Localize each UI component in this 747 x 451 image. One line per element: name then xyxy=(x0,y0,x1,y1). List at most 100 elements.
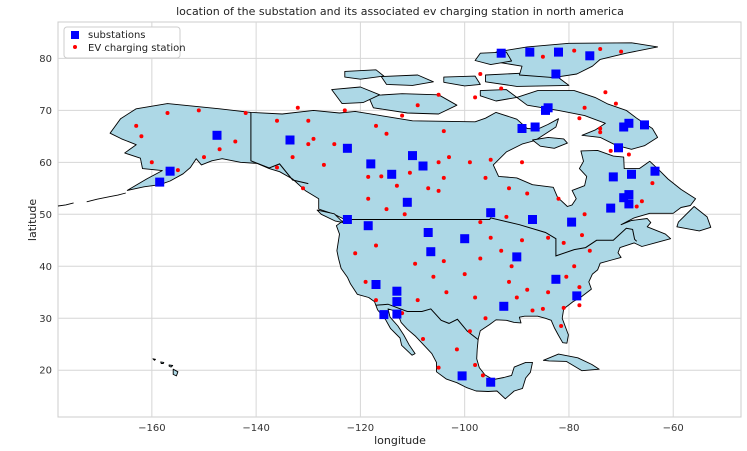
legend-ev-marker xyxy=(73,45,77,49)
y-tick-label: 50 xyxy=(39,210,52,221)
x-tick-label: −60 xyxy=(663,423,684,434)
substation-point xyxy=(551,69,561,79)
ev-charging-station-point xyxy=(306,142,311,147)
ev-charging-station-point xyxy=(525,287,530,292)
ev-charging-station-point xyxy=(561,305,566,310)
substation-point xyxy=(528,215,537,224)
x-axis-label: longitude xyxy=(374,434,426,447)
ev-charging-station-point xyxy=(577,285,582,290)
ev-charging-station-point xyxy=(488,157,493,162)
vancouver-island xyxy=(316,209,344,224)
ev-charging-station-point xyxy=(436,365,441,370)
ev-charging-station-point xyxy=(415,298,420,303)
ev-charging-station-point xyxy=(243,111,248,115)
ev-charging-station-point xyxy=(394,183,399,188)
ev-charging-station-point xyxy=(473,295,478,300)
x-tick-label: −100 xyxy=(451,423,478,434)
substation-point xyxy=(554,47,563,57)
x-tick-label: −140 xyxy=(242,423,269,434)
y-tick-label: 80 xyxy=(39,54,52,65)
ev-charging-station-point xyxy=(290,155,295,160)
substation-point xyxy=(342,215,352,224)
substation-point xyxy=(426,247,436,257)
ev-charging-station-point xyxy=(572,48,577,53)
substation-point xyxy=(619,193,629,203)
ev-charging-station-point xyxy=(613,101,618,106)
ev-charging-station-point xyxy=(332,142,337,147)
ev-charging-stations xyxy=(134,47,655,378)
ev-charging-station-point xyxy=(540,306,545,311)
ev-charging-station-point xyxy=(413,261,418,266)
substation-point xyxy=(496,48,506,58)
ev-charging-station-point xyxy=(650,181,655,186)
substation-point xyxy=(366,159,376,169)
ev-charging-station-point xyxy=(275,165,279,170)
ev-charging-station-point xyxy=(478,256,483,261)
substation-point xyxy=(572,291,582,301)
ev-charging-station-point xyxy=(426,186,431,191)
x-tick-label: −160 xyxy=(138,423,165,434)
substation-point xyxy=(614,143,623,153)
ev-charging-station-point xyxy=(499,248,504,253)
substation-point xyxy=(460,234,470,244)
ev-charging-station-point xyxy=(402,212,407,217)
substation-point xyxy=(342,143,352,153)
y-tick-label: 30 xyxy=(39,314,52,325)
substation-point xyxy=(155,177,165,187)
ev-charging-station-point xyxy=(384,131,389,136)
substation-point xyxy=(624,190,634,200)
victoria-island xyxy=(367,93,458,115)
substation-point xyxy=(624,199,634,209)
ev-charging-station-point xyxy=(582,105,587,110)
substation-point xyxy=(499,301,509,311)
substation-point xyxy=(650,166,660,176)
ev-charging-station-point xyxy=(202,155,206,160)
ev-charging-station-point xyxy=(488,235,493,240)
ev-charging-station-point xyxy=(374,298,378,303)
legend-ev-label: EV charging station xyxy=(88,43,186,54)
ev-charging-station-point xyxy=(619,49,624,54)
ev-charging-station-point xyxy=(217,147,222,152)
aleutian-arc-2 xyxy=(57,202,74,207)
ev-charging-station-point xyxy=(321,162,326,167)
y-tick-label: 70 xyxy=(39,106,52,117)
substation-point xyxy=(363,221,373,231)
ev-charging-station-point xyxy=(441,129,446,134)
ev-charging-station-point xyxy=(514,295,519,300)
hawaii-oahu xyxy=(160,361,165,364)
ev-charging-station-point xyxy=(436,92,441,97)
alaska-canada-border xyxy=(250,112,309,185)
substation-point xyxy=(567,217,577,227)
y-tick-label: 60 xyxy=(39,158,52,169)
substation-point xyxy=(525,47,535,57)
ev-charging-station-point xyxy=(540,54,545,59)
substation-point xyxy=(486,377,496,387)
substation-point xyxy=(640,120,649,130)
ev-charging-station-point xyxy=(572,264,577,269)
plot-area xyxy=(57,21,742,418)
substation-point xyxy=(387,169,397,179)
substation-point xyxy=(624,118,634,128)
ev-charging-station-point xyxy=(384,207,389,212)
legend-box xyxy=(63,26,181,59)
substation-point xyxy=(418,161,428,171)
ev-charging-station-point xyxy=(478,72,483,76)
ev-charging-station-point xyxy=(598,130,603,135)
ev-charging-station-point xyxy=(149,160,154,165)
ev-charging-station-point xyxy=(580,233,584,238)
substation-point xyxy=(541,105,550,115)
us-canada-border xyxy=(344,217,638,257)
substation-point xyxy=(627,169,636,179)
ev-charging-station-point xyxy=(556,196,561,201)
ev-charging-station-point xyxy=(639,199,644,204)
ev-charging-station-point xyxy=(431,274,436,279)
substation-point xyxy=(402,197,412,207)
ev-charging-station-point xyxy=(467,329,472,334)
hawaii-maui xyxy=(168,364,174,368)
ev-charging-station-point xyxy=(626,152,631,157)
substation-point xyxy=(379,310,389,320)
substations xyxy=(155,47,660,387)
ev-charging-station-point xyxy=(546,290,551,295)
ev-charging-station-point xyxy=(342,108,347,113)
